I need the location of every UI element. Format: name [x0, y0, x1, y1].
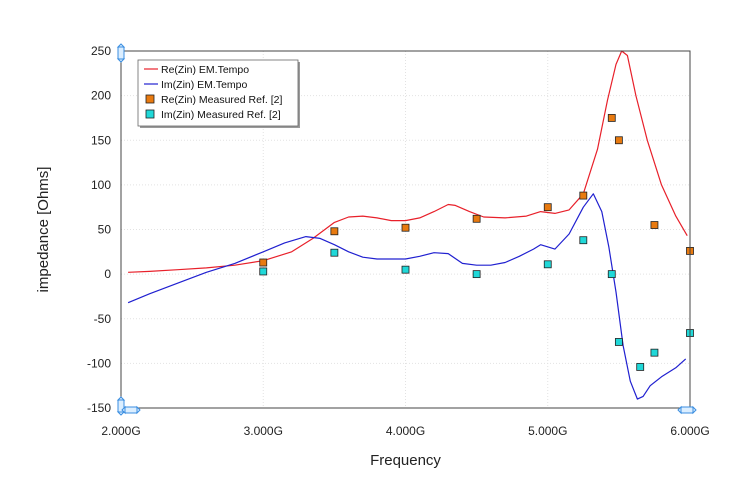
y-tick-label: 200 — [91, 89, 111, 103]
y-tick-label: 250 — [91, 44, 111, 58]
y-tick-label: 0 — [104, 267, 111, 281]
x-tick-label: 4.000G — [386, 424, 425, 438]
series-3-point-7 — [614, 338, 623, 346]
y-tick-labels: 250 200 150 100 50 0 -50 -100 -150 — [87, 44, 111, 415]
legend-box — [137, 59, 299, 127]
plot-frame — [120, 50, 691, 409]
series-2-point-0 — [259, 258, 268, 267]
series-3-point-8 — [636, 363, 645, 371]
y-axis-bottom-handle[interactable] — [116, 396, 126, 416]
series-2-point-8 — [650, 221, 659, 229]
series-2-point-7 — [614, 136, 623, 145]
series-3-point-6 — [607, 270, 616, 279]
series-3-point-3 — [472, 270, 481, 279]
y-tick-label: -100 — [87, 356, 111, 370]
series-line-0 — [128, 50, 688, 273]
legend-swatch-3 — [145, 109, 155, 119]
series-2-point-4 — [543, 203, 552, 212]
series-3-point-5 — [579, 236, 588, 245]
x-tick-label: 5.000G — [528, 424, 567, 438]
series-2-point-3 — [472, 214, 481, 223]
x-tick-labels: 2.000G 3.000G 4.000G 5.000G 6.000G — [101, 424, 709, 438]
legend-label-3: Im(Zin) Measured Ref. [2] — [161, 109, 281, 121]
series-3-point-2 — [401, 265, 410, 274]
legend-label-1: Im(Zin) EM.Tempo — [161, 79, 248, 91]
x-tick-label: 3.000G — [244, 424, 283, 438]
y-tick-label: -150 — [87, 401, 111, 415]
series-2-point-1 — [330, 227, 339, 236]
y-tick-label: -50 — [94, 312, 112, 326]
series-2-point-6 — [607, 114, 616, 122]
x-axis-right-handle[interactable] — [677, 405, 697, 415]
series-3-point-0 — [259, 267, 268, 276]
x-tick-label: 2.000G — [101, 424, 140, 438]
y-axis-top-handle[interactable] — [116, 43, 126, 63]
legend-label-2: Re(Zin) Measured Ref. [2] — [161, 94, 282, 106]
x-axis-left-handle[interactable] — [121, 405, 141, 415]
y-axis-label: impedance [Ohms] — [35, 167, 52, 293]
series-line-1 — [127, 193, 687, 400]
y-tick-label: 150 — [91, 133, 111, 147]
x-axis-label: Frequency — [370, 452, 441, 469]
legend-label-0: Re(Zin) EM.Tempo — [161, 64, 249, 76]
x-tick-label: 6.000G — [670, 424, 709, 438]
axis-handles — [116, 43, 697, 416]
series-3-point-4 — [543, 260, 552, 269]
y-tick-label: 50 — [98, 223, 112, 237]
series-3-point-9 — [650, 348, 659, 357]
y-tick-label: 100 — [91, 178, 111, 192]
series-2-point-2 — [401, 223, 410, 232]
series-3-point-1 — [330, 248, 339, 257]
series-2-point-5 — [579, 191, 588, 200]
legend[interactable]: Re(Zin) EM.Tempo Im(Zin) EM.Tempo Re(Zin) … — [137, 59, 300, 128]
legend-swatch-2 — [145, 94, 155, 104]
